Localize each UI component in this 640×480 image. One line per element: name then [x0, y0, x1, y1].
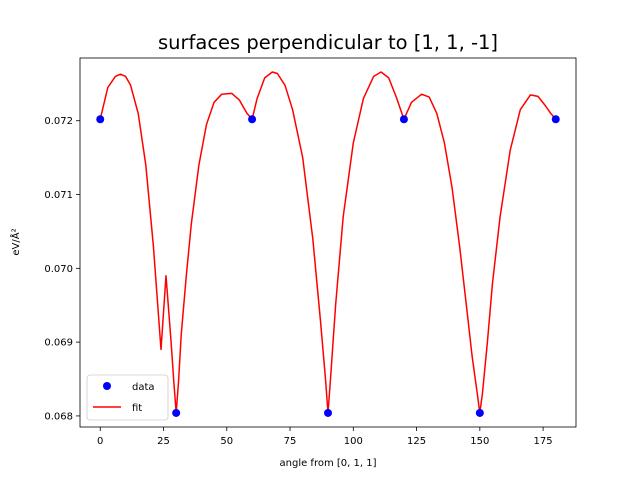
x-tick-label: 175 — [534, 436, 553, 447]
data-point — [96, 115, 105, 124]
x-tick-label: 25 — [157, 436, 170, 447]
data-point — [475, 408, 484, 417]
plot-frame — [79, 57, 577, 428]
x-tick-label: 50 — [220, 436, 233, 447]
legend-box — [86, 374, 169, 421]
x-tick-label: 75 — [284, 436, 297, 447]
y-tick-label: 0.071 — [44, 190, 73, 201]
y-tick-label: 0.068 — [44, 411, 73, 422]
x-tick-label: 0 — [97, 436, 103, 447]
y-axis-label: eV/Å² — [9, 228, 22, 255]
data-point — [324, 408, 332, 417]
x-axis-label: angle from [0, 1, 1] — [280, 458, 377, 469]
data-point — [551, 115, 560, 124]
legend-data-label: data — [132, 382, 155, 393]
x-axis: 0 25 50 75 100 125 150 175 — [97, 427, 553, 447]
legend-fit-label: fit — [132, 403, 142, 414]
x-tick-label: 125 — [407, 436, 426, 447]
legend: data fit — [86, 374, 169, 421]
y-tick-label: 0.069 — [44, 338, 73, 349]
fit-line — [99, 71, 557, 414]
chart-title: surfaces perpendicular to [1, 1, -1] — [158, 31, 498, 54]
data-point — [399, 115, 408, 124]
data-point — [248, 115, 257, 124]
x-tick-label: 100 — [344, 436, 363, 447]
data-point — [172, 408, 181, 417]
y-tick-label: 0.070 — [44, 264, 73, 275]
fit-layer — [99, 71, 557, 414]
legend-data-marker — [103, 382, 111, 390]
x-tick-label: 150 — [470, 436, 489, 447]
y-axis: 0.068 0.069 0.070 0.071 0.072 — [44, 116, 80, 422]
plot-area — [80, 58, 576, 427]
y-tick-label: 0.072 — [44, 116, 73, 127]
marker-layer — [96, 115, 560, 417]
